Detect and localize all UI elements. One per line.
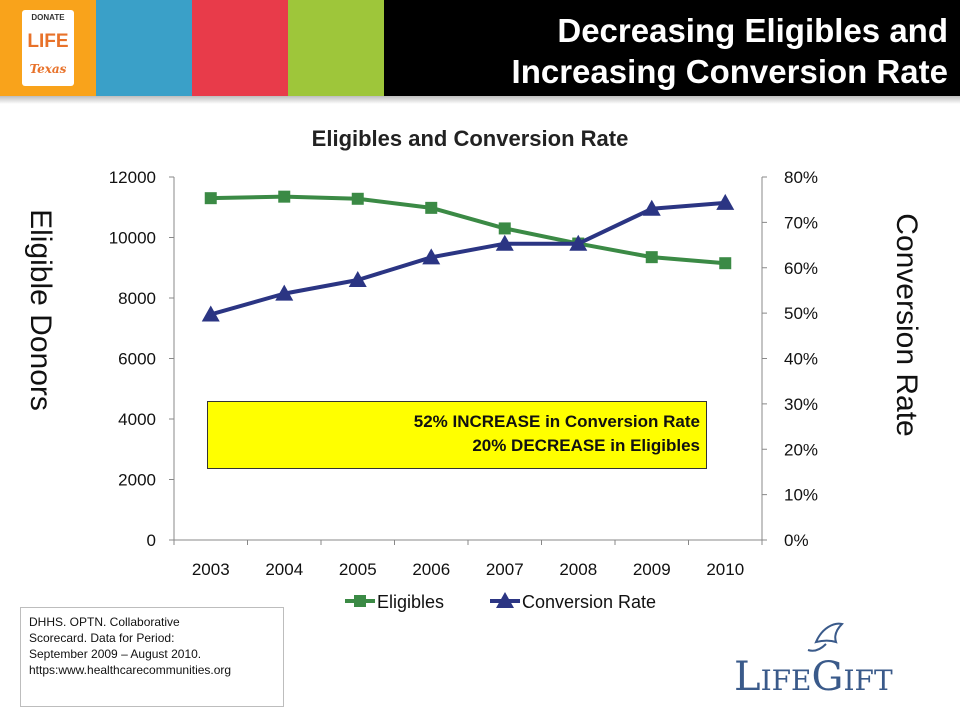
eligibles-point [278, 190, 291, 203]
y2-tick-label: 50% [784, 304, 818, 323]
conversion-rate-point [642, 199, 661, 216]
slide-title-line2: Increasing Conversion Rate [511, 53, 948, 90]
y-tick-label: 2000 [118, 471, 156, 490]
y2-tick-label: 40% [784, 350, 818, 369]
lifegift-wordmark: LIFEGIFT [734, 654, 893, 700]
donate-life-texas-logo: DONATE LIFE Texas [22, 10, 74, 86]
conversion-rate-point [422, 248, 441, 265]
eligibles-point [204, 192, 217, 205]
conversion-rate-point [275, 284, 294, 301]
y2-tick-label: 30% [784, 395, 818, 414]
header-stripe-red [192, 0, 288, 96]
y-tick-label: 12000 [109, 168, 156, 187]
conversion-rate-point [348, 271, 367, 288]
annotation-box: 52% INCREASE in Conversion Rate 20% DECR… [207, 401, 707, 469]
y-tick-label: 10000 [109, 229, 156, 248]
y-tick-label: 6000 [118, 350, 156, 369]
y2-tick-label: 60% [784, 259, 818, 278]
header-shadow [0, 96, 960, 104]
x-tick-label: 2006 [412, 560, 450, 579]
slide-title-line1: Decreasing Eligibles and [557, 12, 948, 49]
eligibles-point [351, 192, 364, 205]
source-line4: https:www.healthcarecommunities.org [29, 663, 232, 677]
source-citation: DHHS. OPTN. Collaborative Scorecard. Dat… [20, 607, 284, 707]
conversion-rate-point [201, 305, 220, 322]
y2-tick-label: 70% [784, 213, 818, 232]
y2-tick-label: 80% [784, 168, 818, 187]
conversion-rate-point [495, 234, 514, 251]
dove-icon [807, 622, 844, 652]
lifegift-logo: LIFEGIFT [734, 622, 893, 700]
conversion-rate-point [716, 193, 735, 210]
y2-tick-label: 10% [784, 486, 818, 505]
source-line3: September 2009 – August 2010. [29, 647, 202, 661]
header-stripe-orange: DONATE LIFE Texas [0, 0, 96, 96]
x-tick-label: 2003 [192, 560, 230, 579]
series-line-conversion-rate [210, 200, 726, 317]
source-line2: Scorecard. Data for Period: [29, 631, 175, 645]
chart-title: Eligibles and Conversion Rate [311, 126, 629, 151]
y-tick-label: 8000 [118, 289, 156, 308]
y2-tick-label: 20% [784, 440, 818, 459]
legend-label: Eligibles [377, 592, 444, 612]
logo-donate-text: DONATE [31, 13, 65, 22]
x-tick-label: 2008 [559, 560, 597, 579]
logo-texas-text: Texas [29, 62, 67, 76]
x-tick-label: 2004 [265, 560, 303, 579]
header-stripe-blue [96, 0, 192, 96]
logo-life-text: LIFE [27, 31, 69, 52]
x-tick-label: 2009 [633, 560, 671, 579]
eligibles-point [498, 222, 511, 235]
legend-marker-triangle [496, 592, 514, 608]
legend-label: Conversion Rate [522, 592, 656, 612]
x-tick-label: 2010 [706, 560, 744, 579]
annotation-line2: 20% DECREASE in Eligibles [472, 436, 700, 455]
annotation-line1: 52% INCREASE in Conversion Rate [413, 412, 700, 431]
y2-tick-label: 0% [784, 531, 809, 550]
y-tick-label: 4000 [118, 410, 156, 429]
legend-marker-square [354, 595, 366, 607]
x-tick-label: 2007 [486, 560, 524, 579]
eligibles-point [425, 201, 438, 214]
header-stripe-green [288, 0, 384, 96]
series-line-eligibles [210, 194, 726, 266]
eligibles-point [645, 251, 658, 264]
eligibles-point [719, 257, 732, 270]
conversion-rate-point [569, 234, 588, 251]
source-line1: DHHS. OPTN. Collaborative [29, 615, 180, 629]
x-tick-label: 2005 [339, 560, 377, 579]
slide-title: Decreasing Eligibles and Increasing Conv… [388, 10, 948, 92]
y-tick-label: 0 [147, 531, 156, 550]
